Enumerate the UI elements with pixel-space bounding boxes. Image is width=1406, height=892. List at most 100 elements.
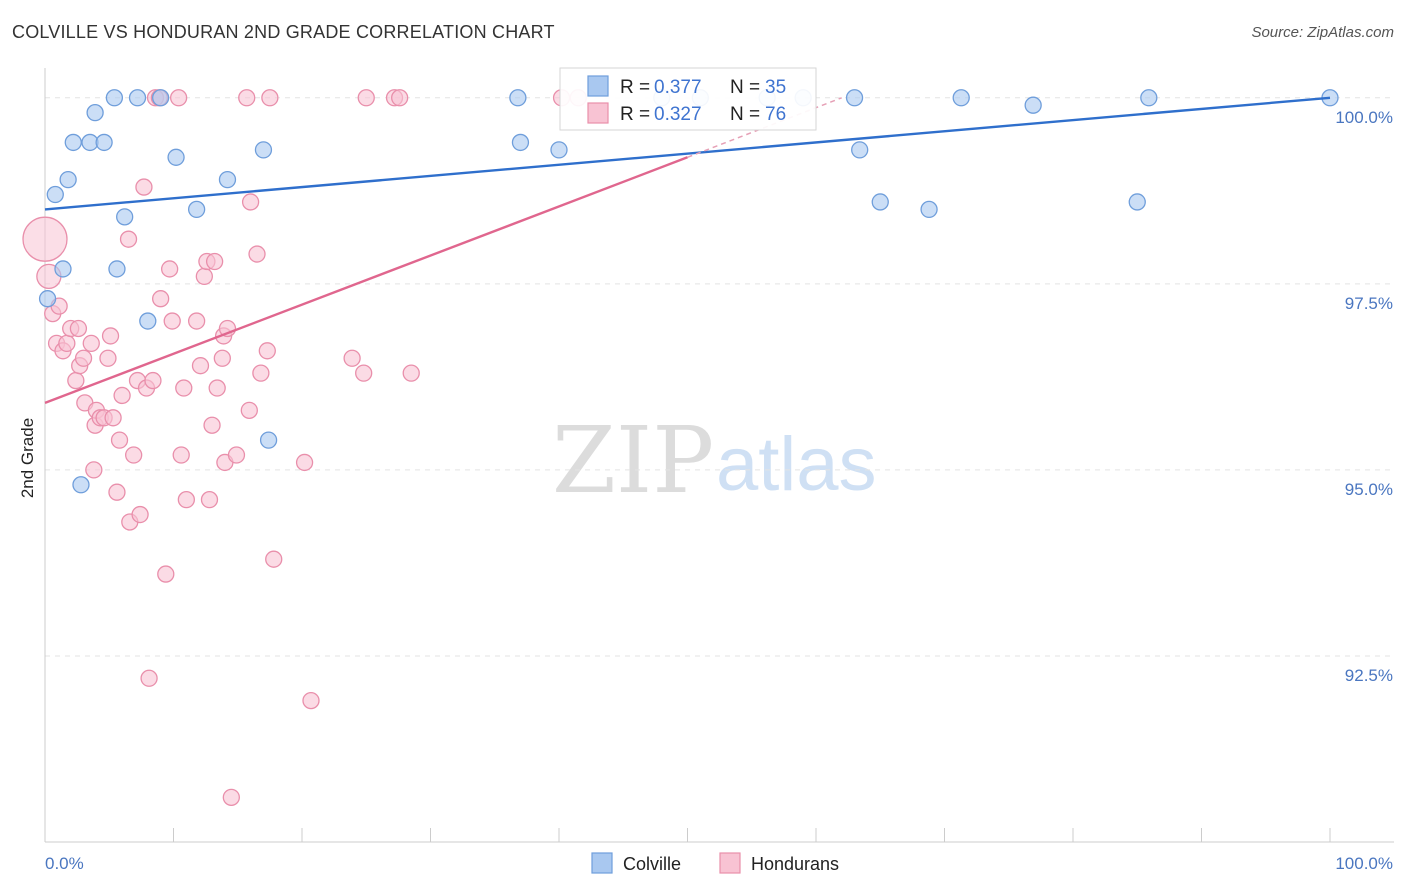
hondurans-trend-line — [44, 156, 688, 405]
colville-point — [550, 141, 568, 159]
series-legend: Colville Hondurans — [591, 852, 839, 874]
bottom-legend-label-hondurans: Hondurans — [751, 854, 839, 874]
hondurans-point — [74, 349, 93, 367]
hondurans-point — [108, 483, 126, 501]
colville-point — [871, 193, 889, 211]
hondurans-point — [343, 349, 361, 367]
colville-point — [845, 89, 864, 107]
y-tick-label: 100.0% — [1335, 108, 1393, 127]
colville-point — [952, 89, 970, 107]
hondurans-point — [205, 252, 224, 271]
y-axis-label: 2nd Grade — [18, 418, 37, 498]
hondurans-point — [22, 216, 68, 262]
hondurans-point — [177, 491, 196, 509]
colville-point — [167, 148, 185, 166]
legend-r-value-hondurans: 0.327 — [654, 104, 702, 125]
hondurans-point — [113, 386, 131, 405]
hondurans-point — [169, 89, 188, 107]
colville-point — [128, 89, 147, 107]
colville-point — [46, 185, 64, 204]
bottom-legend-swatch-colville — [591, 852, 613, 874]
hondurans-point — [258, 342, 276, 360]
legend-r-label-colville: R = — [620, 77, 650, 98]
hondurans-point — [187, 312, 206, 330]
hondurans-point — [125, 446, 143, 464]
hondurans-point — [85, 461, 103, 479]
colville-point — [259, 431, 278, 449]
chart-title: COLVILLE VS HONDURAN 2ND GRADE CORRELATI… — [12, 22, 555, 42]
watermark-atlas: atlas — [716, 422, 877, 507]
legend-r-value-colville: 0.377 — [654, 77, 702, 98]
hondurans-point — [265, 550, 283, 568]
hondurans-point — [248, 245, 266, 263]
colville-point — [38, 290, 57, 308]
legend-n-label-colville: N = — [730, 77, 760, 98]
hondurans-point — [144, 371, 162, 390]
hondurans-point — [208, 379, 226, 397]
colville-point — [72, 476, 90, 494]
colville-point — [95, 133, 113, 152]
y-tick-label: 92.5% — [1345, 666, 1393, 685]
colville-point — [1140, 89, 1158, 107]
hondurans-point — [402, 364, 420, 382]
hondurans-point — [135, 178, 153, 196]
y-tick-labels: 92.5% 95.0% 97.5% 100.0% — [1335, 108, 1393, 685]
colville-point — [54, 260, 72, 278]
colville-trend-line — [44, 96, 1331, 211]
hondurans-point — [104, 409, 122, 427]
hondurans-point — [241, 193, 260, 211]
colville-point — [116, 208, 134, 226]
colville-point — [511, 133, 530, 152]
colville-point — [509, 89, 527, 107]
colville-point — [1128, 193, 1146, 211]
trend-lines — [44, 96, 1331, 405]
colville-point — [254, 141, 273, 159]
hondurans-point — [222, 788, 240, 806]
hondurans-point — [240, 401, 258, 419]
hondurans-point — [357, 89, 375, 107]
hondurans-point — [172, 446, 190, 464]
hondurans-point — [131, 505, 149, 524]
colville-point — [1024, 96, 1042, 114]
axes — [44, 68, 1394, 843]
hondurans-point — [163, 312, 181, 330]
legend-n-value-hondurans: 76 — [765, 104, 786, 125]
watermark-zip: ZIP — [552, 407, 714, 514]
legend-swatch-hondurans — [587, 102, 609, 124]
colville-point — [64, 133, 82, 152]
y-tick-label: 95.0% — [1345, 480, 1393, 499]
hondurans-point — [110, 431, 129, 449]
hondurans-point — [82, 334, 100, 353]
bottom-legend-label-colville: Colville — [623, 854, 681, 874]
x-tick-labels: 0.0% 100.0% — [45, 854, 1393, 873]
hondurans-point — [151, 290, 170, 308]
hondurans-point — [157, 565, 175, 583]
hondurans-point — [140, 669, 158, 687]
colville-point — [86, 104, 104, 122]
y-tick-label: 97.5% — [1345, 294, 1393, 313]
hondurans-point — [295, 453, 314, 472]
hondurans-point — [238, 89, 256, 107]
hondurans-point — [355, 364, 373, 382]
correlation-legend: R = 0.377 N = 35 R = 0.327 N = 76 — [559, 67, 817, 131]
hondurans-point — [203, 416, 221, 434]
colville-point — [105, 89, 124, 107]
hondurans-point — [191, 357, 210, 375]
hondurans-point — [252, 364, 270, 382]
legend-r-label-hondurans: R = — [620, 104, 650, 125]
colville-point — [59, 170, 77, 189]
colville-point — [139, 312, 157, 330]
hondurans-point — [195, 267, 213, 286]
hondurans-point — [391, 89, 409, 107]
legend-swatch-colville — [587, 75, 609, 97]
source-label: Source: ZipAtlas.com — [1251, 24, 1394, 41]
legend-n-value-colville: 35 — [765, 77, 786, 98]
x-tick-label: 0.0% — [45, 854, 84, 873]
colville-point — [108, 260, 126, 278]
hondurans-point — [200, 491, 219, 509]
colville-point — [187, 200, 206, 219]
hondurans-point — [69, 319, 88, 338]
colville-point — [920, 200, 938, 219]
series-hondurans-points — [22, 89, 587, 806]
